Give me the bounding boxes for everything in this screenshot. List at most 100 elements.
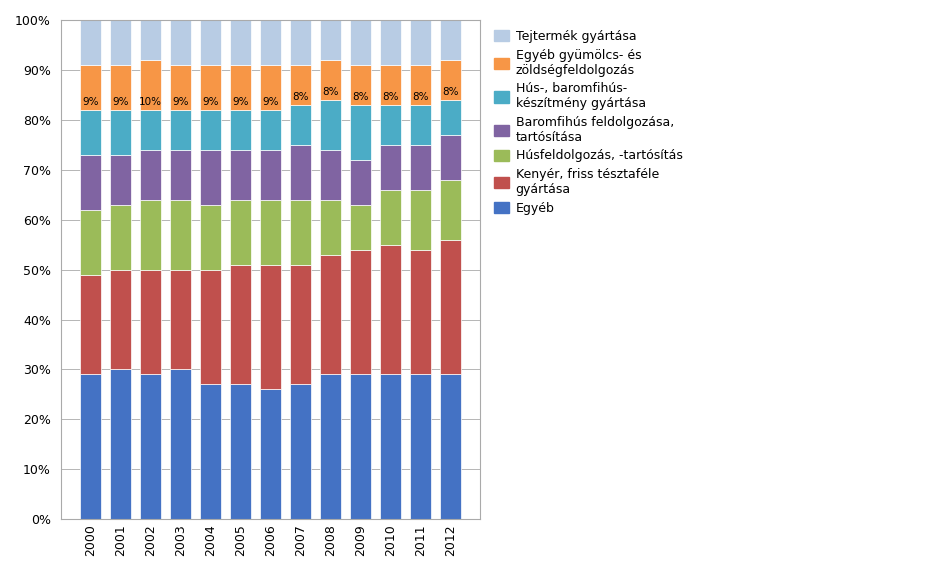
Bar: [410, 250, 431, 375]
Bar: [140, 150, 161, 200]
Bar: [140, 200, 161, 270]
Bar: [140, 375, 161, 519]
Bar: [230, 264, 251, 384]
Bar: [290, 105, 311, 145]
Bar: [380, 105, 401, 145]
Bar: [410, 65, 431, 105]
Bar: [350, 250, 371, 375]
Text: 8%: 8%: [382, 93, 399, 102]
Bar: [290, 384, 311, 519]
Bar: [110, 270, 131, 369]
Bar: [350, 160, 371, 205]
Bar: [320, 150, 341, 200]
Bar: [200, 110, 221, 150]
Bar: [110, 110, 131, 155]
Bar: [200, 205, 221, 270]
Bar: [170, 369, 191, 519]
Bar: [200, 150, 221, 205]
Bar: [80, 155, 100, 210]
Bar: [170, 270, 191, 369]
Bar: [260, 389, 281, 519]
Bar: [350, 205, 371, 250]
Bar: [170, 20, 191, 65]
Text: 9%: 9%: [172, 98, 189, 107]
Bar: [410, 20, 431, 65]
Bar: [290, 20, 311, 65]
Bar: [410, 375, 431, 519]
Bar: [410, 190, 431, 250]
Bar: [230, 150, 251, 200]
Bar: [230, 65, 251, 110]
Bar: [260, 65, 281, 110]
Bar: [170, 65, 191, 110]
Bar: [80, 375, 100, 519]
Bar: [230, 20, 251, 65]
Bar: [440, 180, 461, 240]
Bar: [80, 65, 100, 110]
Text: 8%: 8%: [292, 93, 309, 102]
Text: 9%: 9%: [202, 98, 219, 107]
Bar: [140, 270, 161, 375]
Bar: [320, 60, 341, 100]
Bar: [320, 100, 341, 150]
Bar: [170, 110, 191, 150]
Bar: [410, 145, 431, 190]
Bar: [320, 375, 341, 519]
Bar: [200, 20, 221, 65]
Bar: [380, 375, 401, 519]
Bar: [380, 65, 401, 105]
Bar: [350, 375, 371, 519]
Bar: [200, 270, 221, 384]
Bar: [110, 65, 131, 110]
Bar: [260, 264, 281, 389]
Bar: [350, 65, 371, 105]
Bar: [380, 20, 401, 65]
Bar: [290, 65, 311, 105]
Legend: Tejtermék gyártása, Egyéb gyümölcs- és
zöldségfeldolgozás, Hús-, baromfihús-
kés: Tejtermék gyártása, Egyéb gyümölcs- és z…: [490, 26, 686, 219]
Text: 9%: 9%: [82, 98, 99, 107]
Bar: [80, 275, 100, 375]
Bar: [230, 200, 251, 264]
Text: 9%: 9%: [232, 98, 249, 107]
Bar: [230, 110, 251, 150]
Bar: [260, 150, 281, 200]
Bar: [290, 200, 311, 264]
Bar: [80, 210, 100, 275]
Bar: [380, 190, 401, 244]
Text: 9%: 9%: [112, 98, 129, 107]
Bar: [440, 375, 461, 519]
Bar: [380, 145, 401, 190]
Bar: [290, 145, 311, 200]
Text: 8%: 8%: [412, 93, 429, 102]
Bar: [440, 240, 461, 375]
Bar: [140, 20, 161, 60]
Bar: [440, 135, 461, 180]
Bar: [170, 200, 191, 270]
Bar: [440, 100, 461, 135]
Bar: [410, 105, 431, 145]
Bar: [110, 205, 131, 270]
Bar: [350, 20, 371, 65]
Bar: [200, 384, 221, 519]
Bar: [110, 369, 131, 519]
Bar: [110, 20, 131, 65]
Bar: [140, 60, 161, 110]
Bar: [320, 200, 341, 255]
Bar: [260, 20, 281, 65]
Text: 9%: 9%: [262, 98, 279, 107]
Bar: [200, 65, 221, 110]
Bar: [260, 110, 281, 150]
Bar: [80, 20, 100, 65]
Bar: [80, 110, 100, 155]
Bar: [110, 155, 131, 205]
Bar: [290, 264, 311, 384]
Bar: [320, 255, 341, 375]
Bar: [260, 200, 281, 264]
Bar: [380, 244, 401, 375]
Bar: [320, 20, 341, 60]
Bar: [170, 150, 191, 200]
Text: 10%: 10%: [139, 98, 162, 107]
Bar: [140, 110, 161, 150]
Text: 8%: 8%: [322, 87, 339, 98]
Bar: [230, 384, 251, 519]
